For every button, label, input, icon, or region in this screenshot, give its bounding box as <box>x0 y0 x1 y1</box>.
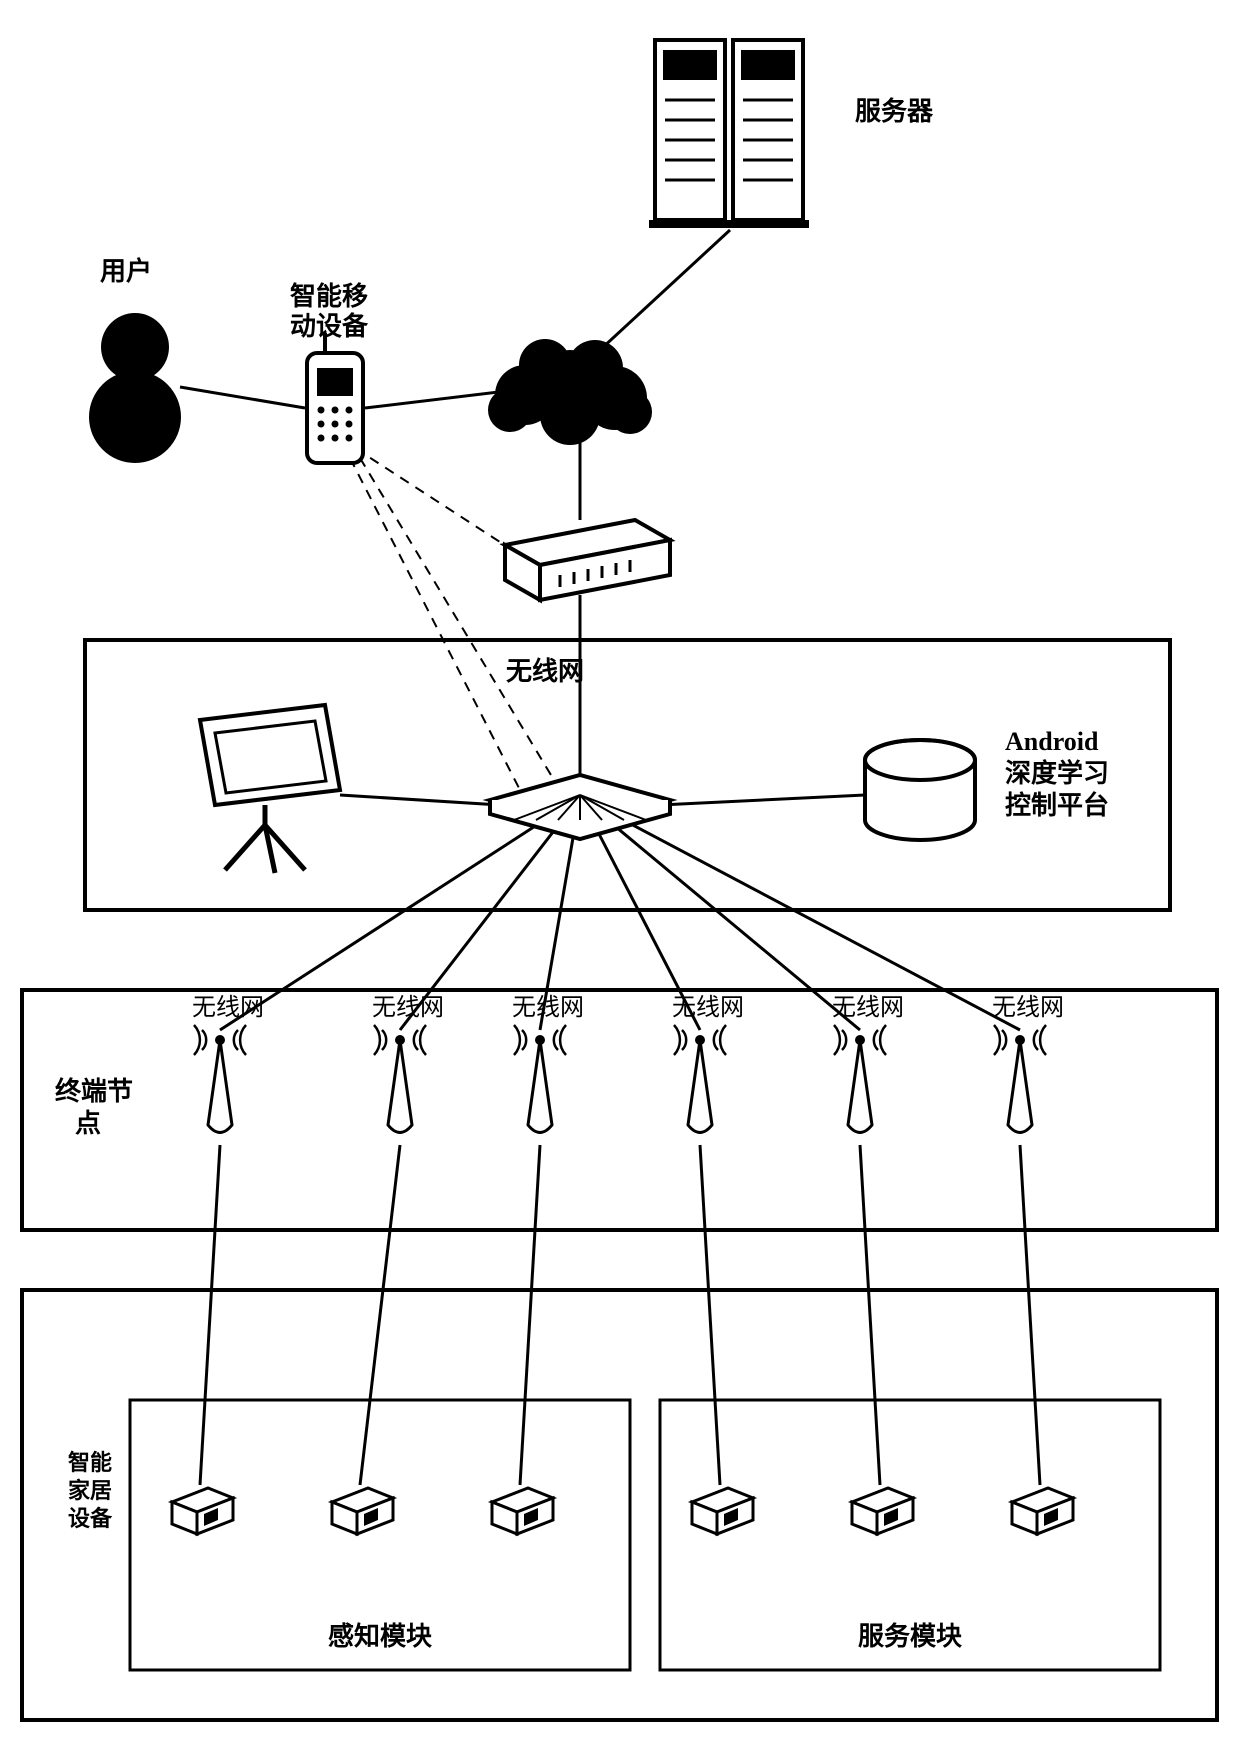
label-wifi_center: 无线网 <box>506 657 584 686</box>
label-sense: 感知模块 <box>328 1622 432 1651</box>
label-terminal1: 终端节 <box>55 1076 133 1106</box>
label-wifi-node: 无线网 <box>372 994 444 1021</box>
label-android3: 控制平台 <box>1005 790 1109 820</box>
database-icon <box>865 740 975 840</box>
monitor-icon <box>200 705 340 873</box>
server-icon <box>649 40 809 228</box>
label-devices: 设备 <box>68 1506 113 1531</box>
label-android1: Android <box>1005 727 1099 756</box>
label-wifi-node: 无线网 <box>512 994 584 1021</box>
antenna-icon <box>994 1025 1046 1133</box>
label-devices: 家居 <box>68 1478 112 1503</box>
label-devices: 智能 <box>68 1450 112 1475</box>
device-box-icon <box>852 1488 913 1534</box>
antenna-icon <box>674 1025 726 1133</box>
cloud-icon <box>488 339 652 445</box>
device-box-icon <box>1012 1488 1073 1534</box>
label-android2: 深度学习 <box>1005 758 1109 788</box>
device-box-icon <box>172 1488 233 1534</box>
device-box-icon <box>692 1488 753 1534</box>
label-mobile: 智能移 <box>290 281 368 311</box>
label-wifi-node: 无线网 <box>192 994 264 1021</box>
label-terminal2: 点 <box>75 1108 101 1138</box>
label-wifi-node: 无线网 <box>832 994 904 1021</box>
antenna-icon <box>834 1025 886 1133</box>
antenna-icon <box>194 1025 246 1133</box>
device-box-icon <box>332 1488 393 1534</box>
label-server: 服务器 <box>855 97 934 126</box>
label-wifi-node: 无线网 <box>672 994 744 1021</box>
label-wifi-node: 无线网 <box>992 994 1064 1021</box>
antenna-icon <box>374 1025 426 1133</box>
router-icon <box>505 520 670 600</box>
user-icon <box>89 313 181 463</box>
label-mobile2: 动设备 <box>290 312 369 341</box>
mobile-device-icon <box>307 333 363 463</box>
label-user: 用户 <box>100 256 152 286</box>
device-box-icon <box>492 1488 553 1534</box>
label-service: 服务模块 <box>858 1622 962 1651</box>
antenna-icon <box>514 1025 566 1133</box>
